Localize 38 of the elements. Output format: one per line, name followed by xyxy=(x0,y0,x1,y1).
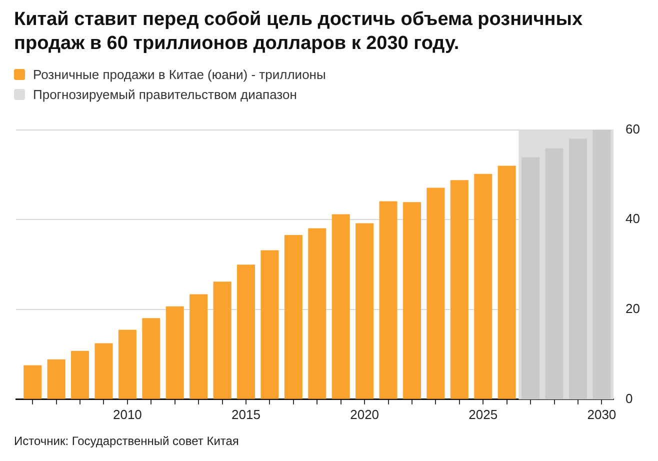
bar xyxy=(190,294,208,399)
y-tick-label: 40 xyxy=(626,211,640,226)
bar xyxy=(47,359,66,399)
bar xyxy=(426,188,445,399)
bar xyxy=(545,148,564,399)
bar xyxy=(24,365,42,399)
x-tick-label: 2020 xyxy=(350,406,380,422)
x-tick-label: 2030 xyxy=(587,406,616,422)
bar xyxy=(450,180,468,399)
bar xyxy=(166,306,184,399)
x-tick-label: 2015 xyxy=(232,406,260,422)
bar xyxy=(522,157,540,399)
bar xyxy=(474,174,492,399)
bar xyxy=(402,202,421,399)
bar xyxy=(379,201,398,399)
bar xyxy=(213,282,232,399)
bar xyxy=(142,318,160,399)
bar xyxy=(118,330,136,399)
y-tick-label: 60 xyxy=(626,121,640,136)
bar xyxy=(356,223,374,399)
bar xyxy=(308,228,326,399)
y-tick-label: 20 xyxy=(626,301,640,316)
bar xyxy=(94,343,113,399)
legend-label: Розничные продажи в Китае (юани) - триллионы xyxy=(33,66,326,82)
x-tick-label: 2025 xyxy=(468,406,498,422)
bar xyxy=(498,166,516,399)
bar xyxy=(568,138,587,399)
bar xyxy=(71,350,90,399)
bar xyxy=(592,130,611,399)
chart-title: Китай ставит перед собой цель достичь объема розничных продаж в 60 триллионов долларов к 2030 году. xyxy=(14,8,584,56)
x-tick-label: 2010 xyxy=(112,406,142,422)
legend-label: Прогнозируемый правительством диапазон xyxy=(33,86,297,102)
bar xyxy=(260,250,279,399)
y-tick-label: 0 xyxy=(626,390,633,406)
bar xyxy=(284,234,302,399)
bar xyxy=(236,264,256,399)
bar xyxy=(332,214,350,399)
text: Источник: Государственный совет Китая xyxy=(14,434,239,448)
